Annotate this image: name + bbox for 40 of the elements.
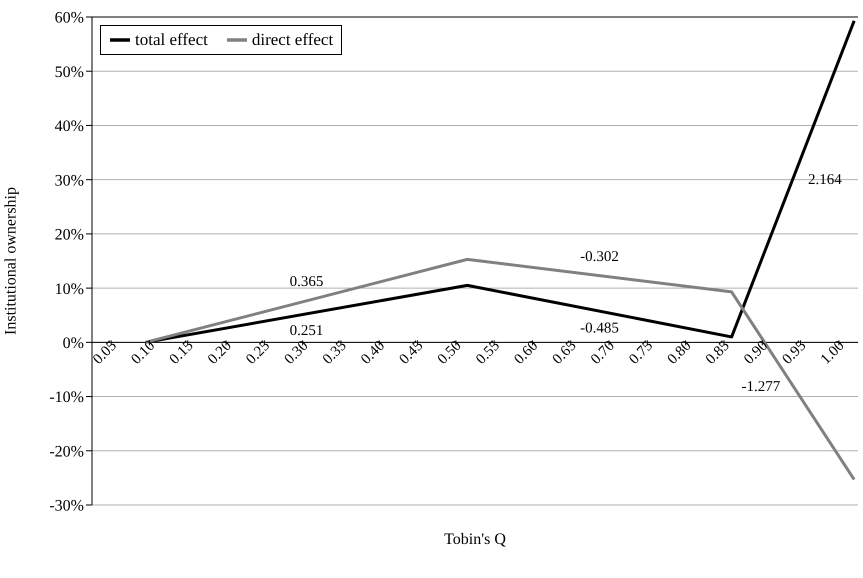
x-tick-label: 1.00 (818, 338, 848, 368)
y-axis-title: Institutional ownership (2, 187, 20, 335)
x-tick-label: 0.05 (90, 338, 120, 368)
x-tick-label: 0.35 (320, 338, 350, 368)
y-tick-label: -10% (49, 389, 84, 406)
legend-label: total effect (134, 30, 208, 50)
x-tick-label: 0.30 (282, 338, 312, 368)
annotation: 0.365 (290, 274, 324, 290)
x-tick-label: 0.90 (741, 338, 772, 368)
annotation: -0.485 (580, 320, 619, 336)
x-tick-label: 0.70 (588, 338, 618, 368)
legend-label: direct effect (250, 30, 334, 50)
y-tick-label: 50% (54, 64, 84, 81)
x-tick-label: 0.55 (473, 338, 503, 368)
annotation: 2.164 (808, 172, 842, 188)
x-tick-label: 0.60 (511, 338, 542, 368)
y-tick-label: 40% (54, 118, 84, 136)
y-tick-label: -30% (49, 498, 84, 515)
y-tick-label: 20% (54, 226, 84, 244)
x-tick-label: 0.65 (550, 338, 580, 368)
x-tick-label: 0.15 (166, 338, 197, 368)
x-tick-label: 0.25 (243, 338, 274, 368)
x-tick-label: 0.80 (664, 338, 694, 368)
x-tick-label: 0.75 (626, 338, 656, 368)
x-tick-label: 0.95 (780, 338, 810, 368)
x-tick-label: 0.10 (128, 338, 158, 368)
annotation: 0.251 (290, 323, 324, 340)
annotation: -0.302 (580, 248, 619, 265)
x-tick-label: 0.45 (396, 338, 426, 368)
annotation: -1.277 (742, 379, 781, 396)
y-tick-label: 60% (54, 10, 84, 27)
y-tick-label: 10% (54, 280, 84, 298)
y-tick-label: 0% (62, 335, 84, 352)
x-tick-label: 0.50 (434, 338, 465, 368)
x-tick-label: 0.40 (358, 338, 388, 368)
x-tick-label: 0.85 (702, 338, 733, 368)
x-tick-label: 0.20 (205, 338, 235, 368)
y-tick-label: -20% (49, 443, 84, 460)
x-axis-title: Tobin's Q (444, 531, 506, 548)
y-tick-label: 30% (54, 172, 84, 190)
